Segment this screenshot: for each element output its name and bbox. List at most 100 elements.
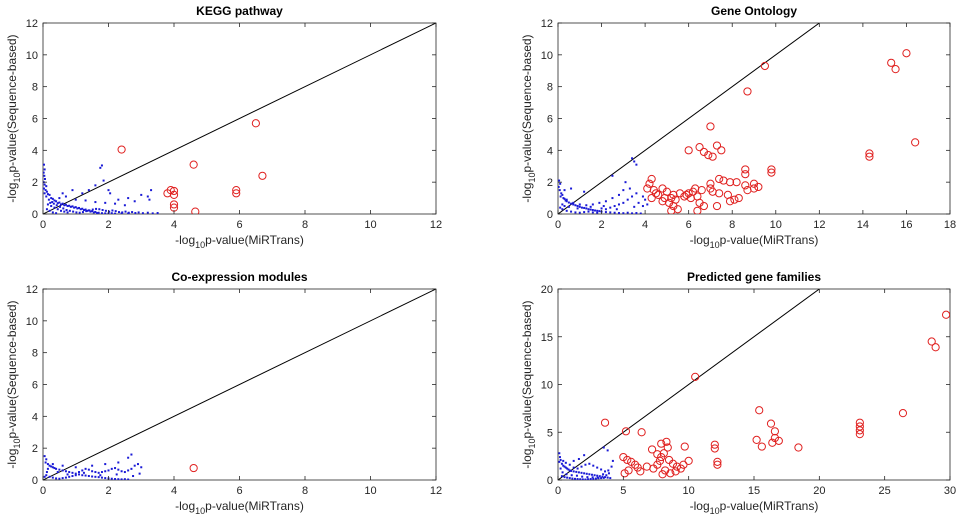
significant-point — [757, 442, 766, 451]
background-point — [94, 475, 97, 478]
background-point — [49, 201, 52, 204]
background-point — [609, 477, 612, 480]
background-point — [558, 185, 560, 188]
x-tick-label: 2 — [105, 219, 111, 231]
background-point — [107, 189, 110, 192]
background-point — [81, 474, 84, 477]
significant-point — [695, 198, 704, 207]
x-tick-label: 0 — [555, 485, 561, 497]
background-point — [43, 455, 46, 458]
significant-point — [623, 455, 632, 465]
background-point — [89, 210, 92, 213]
background-point — [127, 197, 130, 200]
background-point — [45, 195, 48, 198]
background-point — [78, 211, 81, 214]
background-point — [615, 208, 618, 211]
x-tick-label: 20 — [813, 485, 825, 497]
background-point — [56, 208, 59, 211]
background-point — [56, 202, 59, 205]
background-point — [58, 477, 61, 480]
background-point — [117, 211, 120, 214]
significant-point — [887, 58, 896, 67]
significant-point — [659, 449, 668, 458]
background-point — [46, 193, 49, 196]
background-point — [79, 208, 82, 211]
background-point — [58, 468, 61, 471]
background-point — [53, 467, 56, 470]
background-point — [43, 163, 45, 166]
significant-point — [658, 470, 667, 479]
y-axis-label-subscript: 10 — [527, 439, 537, 449]
background-point — [48, 209, 51, 212]
y-tick-label: 0 — [547, 209, 553, 221]
significant-point — [636, 467, 645, 476]
background-point — [644, 198, 647, 201]
background-point — [622, 189, 625, 192]
background-point — [104, 477, 107, 480]
x-axis-label-prefix: -log — [175, 499, 195, 513]
background-point — [43, 475, 46, 478]
y-tick-label: 8 — [547, 82, 553, 94]
background-point — [114, 212, 117, 214]
background-point — [47, 198, 50, 201]
x-tick-label: 12 — [430, 485, 442, 497]
background-point — [87, 189, 90, 192]
background-point — [64, 476, 67, 479]
background-point — [596, 209, 599, 212]
significant-point — [232, 186, 241, 195]
background-point — [55, 200, 58, 203]
background-point — [565, 200, 568, 203]
background-point — [577, 471, 580, 474]
background-point — [581, 475, 584, 478]
background-point — [68, 471, 71, 474]
background-point — [573, 477, 576, 480]
background-point — [110, 477, 113, 480]
significant-point — [657, 439, 666, 448]
background-point — [117, 468, 120, 471]
significant-point — [715, 174, 724, 184]
x-axis-label-rest: p-value(MiRTrans) — [720, 233, 819, 247]
background-point — [559, 458, 562, 461]
x-axis-label-rest: p-value(MiRTrans) — [720, 499, 819, 513]
background-point — [562, 459, 565, 462]
significant-point — [642, 462, 651, 471]
background-point — [52, 202, 55, 205]
background-point — [559, 195, 562, 198]
background-point — [591, 203, 594, 206]
background-point — [587, 208, 590, 211]
significant-point — [189, 463, 198, 473]
data-layer — [43, 289, 436, 480]
background-point — [53, 199, 56, 202]
x-tick-label: 8 — [729, 219, 735, 231]
significant-point — [712, 201, 722, 211]
background-point — [600, 207, 603, 210]
background-point — [68, 209, 71, 212]
significant-point — [645, 179, 654, 188]
background-point — [576, 207, 579, 210]
background-point — [107, 469, 110, 472]
background-point — [46, 203, 49, 206]
background-point — [570, 202, 573, 205]
background-point — [613, 205, 616, 208]
background-point — [609, 211, 612, 214]
y-axis-label-subscript: 10 — [12, 439, 22, 449]
background-point — [66, 473, 69, 476]
background-point — [50, 197, 53, 200]
significant-point — [855, 426, 864, 435]
background-point — [156, 212, 159, 214]
y-tick-label: 12 — [541, 18, 553, 30]
background-point — [560, 462, 563, 465]
background-point — [563, 465, 566, 468]
background-point — [127, 469, 130, 472]
x-tick-label: 10 — [364, 485, 376, 497]
background-point — [584, 463, 587, 466]
background-point — [146, 195, 149, 198]
background-point — [565, 209, 568, 212]
background-point — [45, 471, 48, 474]
background-point — [578, 203, 581, 206]
background-point — [56, 471, 59, 474]
significant-point — [684, 456, 693, 465]
background-point — [563, 205, 566, 208]
y-axis-label: -log10p-value(Sequence-based) — [5, 34, 22, 202]
significant-point — [734, 193, 743, 203]
